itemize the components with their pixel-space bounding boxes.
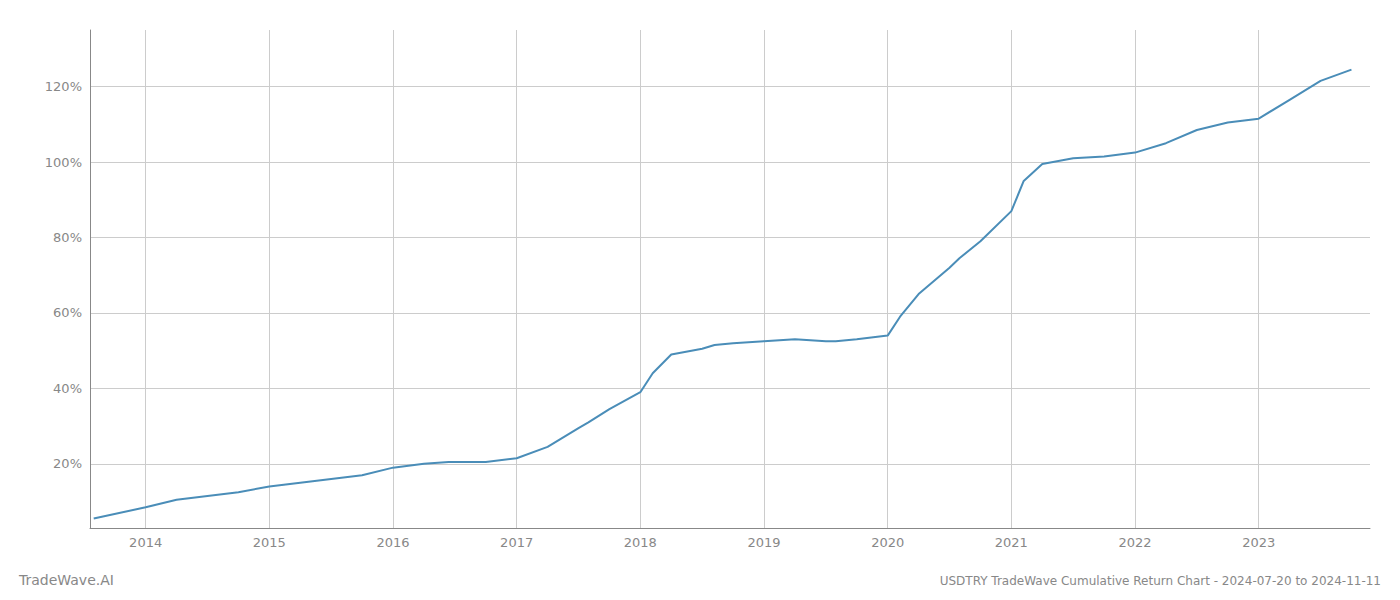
svg-text:2020: 2020: [871, 535, 904, 550]
svg-text:2022: 2022: [1118, 535, 1151, 550]
svg-text:20%: 20%: [53, 456, 82, 471]
svg-text:2014: 2014: [129, 535, 162, 550]
svg-text:TradeWave.AI: TradeWave.AI: [18, 572, 114, 588]
svg-text:2021: 2021: [995, 535, 1028, 550]
svg-text:2015: 2015: [253, 535, 286, 550]
svg-text:2019: 2019: [747, 535, 780, 550]
svg-text:2023: 2023: [1242, 535, 1275, 550]
svg-text:USDTRY TradeWave Cumulative Re: USDTRY TradeWave Cumulative Return Chart…: [940, 574, 1381, 588]
svg-text:80%: 80%: [53, 230, 82, 245]
svg-text:2018: 2018: [624, 535, 657, 550]
svg-text:40%: 40%: [53, 381, 82, 396]
svg-text:120%: 120%: [45, 79, 82, 94]
svg-text:2017: 2017: [500, 535, 533, 550]
svg-text:2016: 2016: [376, 535, 409, 550]
svg-text:60%: 60%: [53, 305, 82, 320]
svg-text:100%: 100%: [45, 155, 82, 170]
